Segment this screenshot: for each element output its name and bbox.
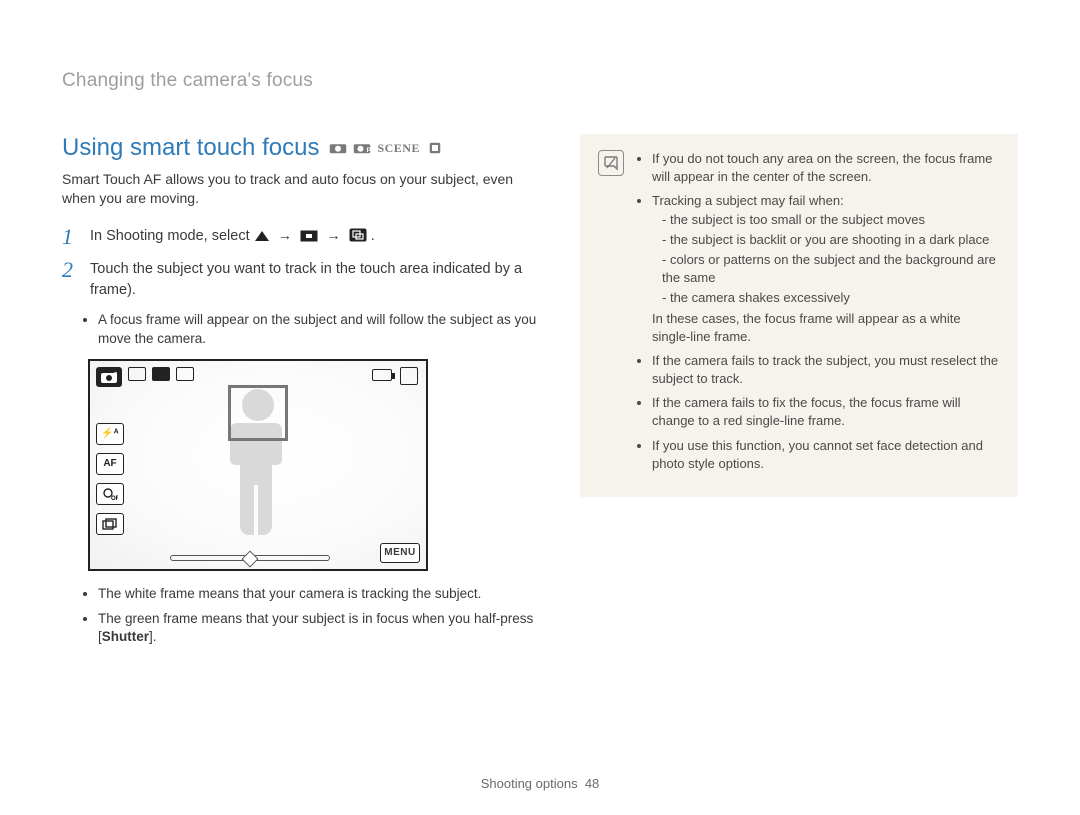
step-number: 2 [62,259,80,301]
burst-icon [102,518,118,530]
focus-frame-icon [228,385,288,441]
section-title-text: Using smart touch focus [62,134,319,162]
lcd-left-button: OFF [96,483,124,505]
text: ]. [149,629,157,644]
list-item: the camera shakes excessively [662,289,1000,307]
mode-icons: P SCENE [329,141,444,156]
list-item: The white frame means that your camera i… [98,585,542,604]
list-item: If you do not touch any area on the scre… [652,150,1000,186]
list-item: If you use this function, you cannot set… [652,437,1000,473]
menu-chip: MENU [380,543,420,563]
list-item: A focus frame will appear on the subject… [98,311,542,349]
step-1-text: In Shooting mode, select → → . [90,226,375,249]
svg-text:OFF: OFF [111,496,118,501]
step-2-sublist-a: A focus frame will appear on the subject… [62,311,542,349]
footer-page: 48 [585,776,599,791]
camera-icon [329,142,347,154]
arrow-icon: → [278,228,293,244]
face-off-icon: OFF [102,487,118,501]
svg-text:P: P [114,372,117,378]
lcd-left-button: AF [96,453,124,475]
exposure-icon [400,367,418,385]
arrow-icon: → [326,228,341,244]
page-footer: Shooting options 48 [0,776,1080,791]
left-column: Using smart touch focus P SCENE Smart To… [62,134,542,657]
dual-icon [426,142,444,154]
intro-text: Smart Touch AF allows you to track and a… [62,170,542,208]
step-1-prefix: In Shooting mode, select [90,228,254,244]
note-icon [598,150,624,479]
lcd-left-button [96,513,124,535]
text: The green frame means that your subject … [98,611,533,645]
shutter-key-label: Shutter [102,629,149,644]
list-item: Tracking a subject may fail when: the su… [652,192,1000,346]
camera-p-icon: P [353,142,371,154]
section-title: Using smart touch focus P SCENE [62,134,542,162]
lcd-left-button: ⚡ᴬ [96,423,124,445]
step-1: 1 In Shooting mode, select → → . [62,226,542,249]
up-triangle-icon [254,228,270,249]
list-item: The green frame means that your subject … [98,610,542,648]
camera-lcd-illustration: P ⚡ᴬ AF OFF M [88,359,428,571]
tracking-af-icon [349,228,367,249]
list-item: If the camera fails to fix the focus, th… [652,394,1000,430]
list-item: colors or patterns on the subject and th… [662,251,1000,287]
rect-dot-icon [300,228,318,249]
scene-text-icon: SCENE [377,141,420,156]
mode-chip-icon: P [96,367,122,387]
text: In these cases, the focus frame will app… [652,311,961,344]
note-sublist: the subject is too small or the subject … [652,211,1000,308]
step-1-suffix: . [371,228,375,244]
breadcrumb: Changing the camera's focus [62,70,1018,92]
step-2-text: Touch the subject you want to track in t… [90,259,542,301]
zoom-slider-icon [170,555,330,561]
step-2-sublist-b: The white frame means that your camera i… [62,585,542,648]
text: Tracking a subject may fail when: [652,193,844,208]
list-item: the subject is too small or the subject … [662,211,1000,229]
right-column: If you do not touch any area on the scre… [580,134,1018,657]
step-2: 2 Touch the subject you want to track in… [62,259,542,301]
battery-icon [372,369,392,381]
list-item: If the camera fails to track the subject… [652,352,1000,388]
footer-section: Shooting options [481,776,578,791]
note-list: If you do not touch any area on the scre… [636,150,1000,479]
top-row-icons [128,367,194,381]
list-item: the subject is backlit or you are shooti… [662,231,1000,249]
svg-text:P: P [367,147,372,154]
step-number: 1 [62,226,80,249]
note-box: If you do not touch any area on the scre… [580,134,1018,497]
